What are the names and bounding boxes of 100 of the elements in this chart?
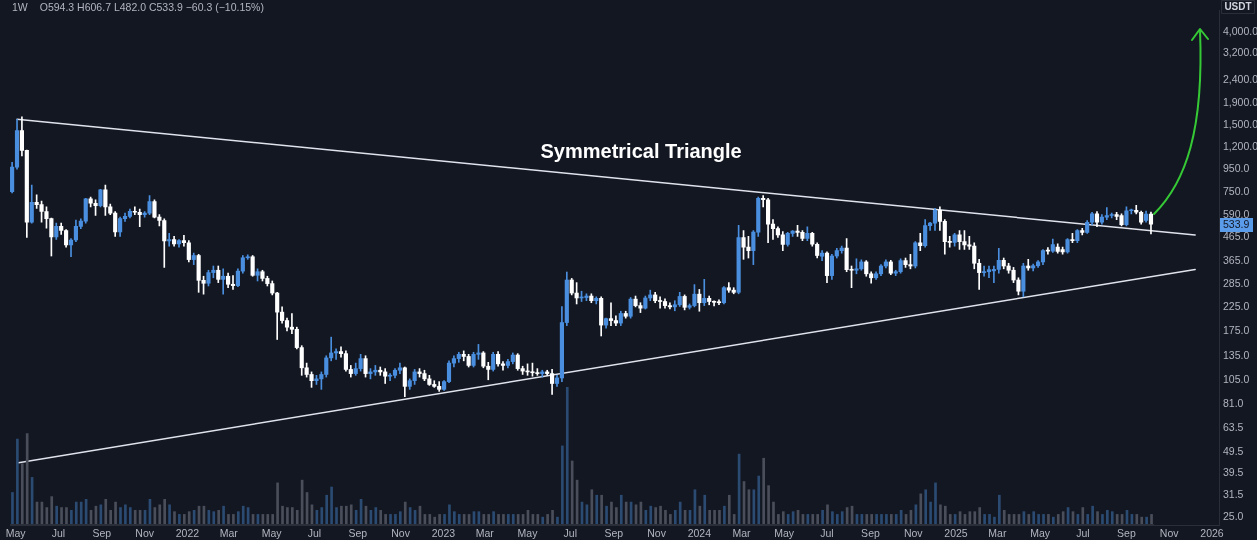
x-tick-label: Sep [604,527,624,540]
y-tick-label: 105.0 [1223,372,1250,385]
bar [1032,511,1035,524]
bar [487,514,490,524]
bar [928,501,932,524]
x-tick-label: 2025 [944,527,968,540]
y-tick-label: 1,900.0 [1223,95,1257,108]
bar [334,507,338,524]
bar [182,514,186,524]
y-tick-label: 465.0 [1223,230,1250,243]
bar [545,514,549,524]
bar [1041,514,1045,524]
bar [614,507,618,524]
y-tick-label: 39.5 [1223,466,1244,479]
x-tick-label: Mar [988,527,1007,540]
bar [69,509,73,524]
bar [550,509,554,524]
x-tick-label: Nov [391,527,411,540]
y-tick-label: 3,200.0 [1223,45,1257,58]
bar [344,505,348,524]
candlestick [167,233,172,247]
bar [658,505,662,524]
bar [177,514,181,524]
bar [393,514,397,524]
bar [79,501,83,524]
bar [919,493,922,524]
bar [447,504,451,524]
bar [511,514,515,524]
bar [570,460,574,524]
bar [108,509,112,524]
bar [776,514,780,524]
bar [158,504,161,524]
x-tick-label: Jul [51,527,66,540]
bar [604,505,608,524]
y-tick-label: 49.5 [1223,444,1244,457]
bar [771,501,775,524]
bar [1115,514,1119,524]
bar [231,514,235,524]
bar [536,514,539,524]
bar [506,514,510,524]
bar [840,511,844,524]
bar [266,514,269,524]
bar [987,514,991,524]
y-tick-label: 4,000.0 [1223,24,1257,37]
x-tick-label: Jul [307,527,322,540]
y-tick-label: 31.5 [1223,487,1244,500]
bar [889,514,893,524]
bar [722,505,726,524]
bar [668,514,672,524]
candlestick [221,268,226,295]
x-tick-label: Nov [135,527,155,540]
bar [703,494,706,524]
bar [1135,514,1138,524]
bar [133,509,137,524]
bar [1140,516,1143,524]
bar [933,482,937,524]
bar [1095,511,1099,524]
bar [894,514,898,524]
candlestick [334,348,339,360]
bar [187,511,191,524]
bar [555,516,559,524]
y-tick-label: 63.5 [1223,420,1244,433]
bar [221,505,225,524]
y-tick-label: 175.0 [1223,323,1250,336]
bar [943,505,947,524]
bar [653,507,657,524]
bar [118,507,122,524]
x-tick-label: Jul [563,527,578,540]
y-axis-title: USDT [1224,1,1252,13]
bar [349,504,353,524]
bar [820,509,824,524]
x-tick-label: May [1030,527,1051,540]
y-tick-label: 2,400.0 [1223,73,1257,86]
bar [825,504,829,524]
x-tick-label: May [5,527,27,540]
bar [707,509,711,524]
x-tick-label: Jul [820,527,834,540]
bar [123,504,127,524]
bar [501,514,505,524]
bar [1144,516,1148,524]
y-tick-label: 225.0 [1223,299,1250,312]
candlestick [230,275,236,290]
y-tick-label: 950.0 [1223,162,1250,175]
bar [649,505,652,524]
bar [1086,514,1089,524]
x-tick-label: May [774,527,795,540]
bar [320,507,323,524]
chart-subtitle: O594.3 H606.7 L482.0 C533.9 −60.3 (−10.15%) [39,0,264,13]
annotation: Symmetrical Triangle [540,139,742,162]
bar [15,438,19,524]
bar [428,514,431,524]
bar [757,475,760,524]
x-tick-label: 2026 [1200,527,1224,540]
bar [388,514,392,524]
bar [1046,514,1050,524]
bar [128,507,132,524]
bar [325,494,328,524]
x-tick-label: May [261,527,283,540]
bar [457,514,461,524]
candlestick [918,233,923,251]
